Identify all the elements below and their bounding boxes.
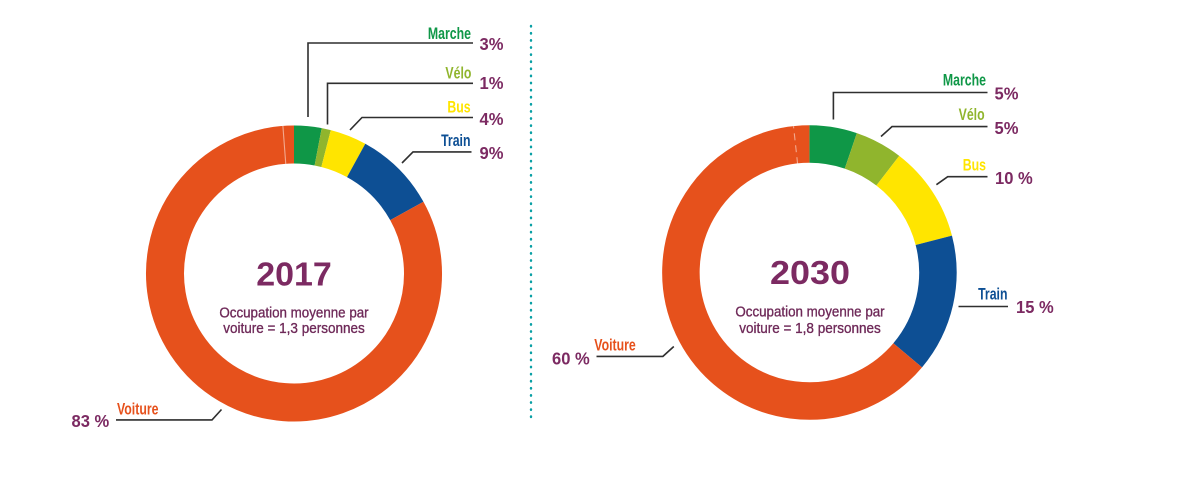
svg-text:5%: 5%: [995, 118, 1019, 139]
svg-text:Bus: Bus: [963, 157, 986, 175]
svg-text:1%: 1%: [480, 73, 504, 94]
svg-text:9%: 9%: [480, 143, 504, 164]
svg-text:Occupation moyenne par: Occupation moyenne par: [735, 304, 884, 321]
svg-text:83 %: 83 %: [72, 410, 110, 431]
svg-text:60 %: 60 %: [552, 348, 590, 369]
svg-text:Vélo: Vélo: [445, 65, 471, 83]
svg-text:3%: 3%: [480, 33, 504, 54]
svg-text:2017: 2017: [256, 257, 332, 293]
svg-text:Occupation moyenne par: Occupation moyenne par: [219, 305, 368, 322]
svg-text:5%: 5%: [995, 83, 1019, 104]
svg-text:Train: Train: [441, 132, 470, 150]
svg-text:2030: 2030: [770, 255, 850, 291]
svg-text:Bus: Bus: [447, 99, 470, 117]
svg-text:15 %: 15 %: [1016, 297, 1054, 318]
svg-text:10 %: 10 %: [995, 168, 1033, 189]
svg-text:voiture = 1,8 personnes: voiture = 1,8 personnes: [739, 320, 881, 337]
svg-text:Train: Train: [978, 286, 1007, 304]
svg-text:voiture = 1,3 personnes: voiture = 1,3 personnes: [223, 320, 365, 337]
svg-text:Marche: Marche: [428, 25, 471, 43]
svg-text:4%: 4%: [480, 108, 504, 129]
svg-text:Vélo: Vélo: [959, 107, 985, 125]
svg-text:Voiture: Voiture: [594, 337, 635, 355]
svg-text:Marche: Marche: [943, 72, 986, 90]
svg-text:Voiture: Voiture: [117, 401, 158, 419]
